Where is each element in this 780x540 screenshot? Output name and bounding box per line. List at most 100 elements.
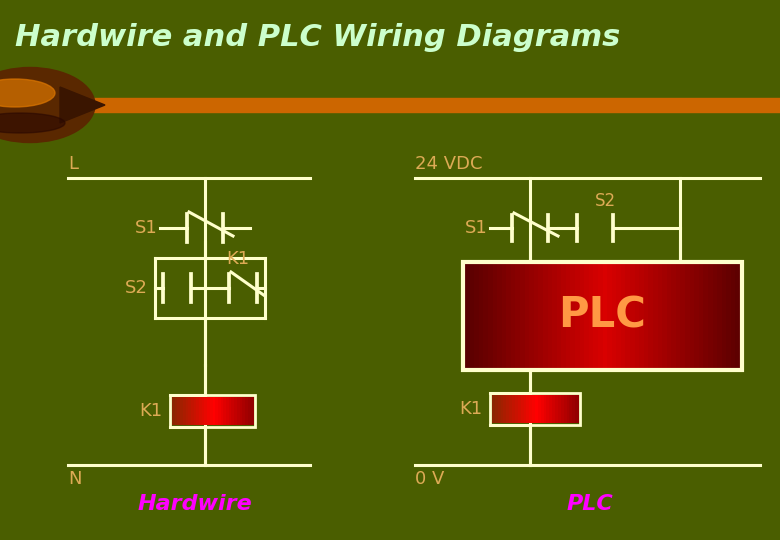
- Bar: [644, 264, 649, 368]
- Bar: [525, 264, 530, 368]
- Bar: [492, 264, 498, 368]
- Bar: [726, 264, 732, 368]
- Bar: [598, 264, 603, 368]
- Bar: [538, 264, 544, 368]
- Bar: [552, 395, 555, 423]
- Bar: [584, 264, 589, 368]
- Bar: [621, 264, 626, 368]
- Bar: [212, 397, 216, 425]
- Bar: [526, 395, 530, 423]
- Bar: [580, 264, 585, 368]
- Bar: [564, 395, 567, 423]
- Text: 0 V: 0 V: [415, 470, 445, 488]
- Bar: [541, 395, 544, 423]
- Text: S1: S1: [465, 219, 488, 237]
- Bar: [218, 397, 221, 425]
- Bar: [188, 397, 191, 425]
- Bar: [245, 397, 248, 425]
- Bar: [229, 397, 232, 425]
- Bar: [589, 264, 594, 368]
- Bar: [503, 395, 507, 423]
- Bar: [672, 264, 676, 368]
- Bar: [232, 397, 235, 425]
- Text: S1: S1: [135, 219, 158, 237]
- Text: PLC: PLC: [566, 494, 613, 514]
- Bar: [616, 264, 622, 368]
- Bar: [529, 264, 534, 368]
- Bar: [667, 264, 672, 368]
- Bar: [479, 264, 484, 368]
- Bar: [626, 264, 630, 368]
- Bar: [226, 397, 229, 425]
- Bar: [555, 395, 558, 423]
- Bar: [197, 397, 200, 425]
- Bar: [558, 395, 562, 423]
- Text: PLC: PLC: [558, 295, 647, 337]
- Bar: [186, 397, 189, 425]
- Bar: [602, 264, 608, 368]
- Bar: [234, 397, 237, 425]
- Bar: [498, 395, 501, 423]
- Bar: [630, 264, 635, 368]
- Text: N: N: [68, 470, 81, 488]
- Bar: [717, 264, 722, 368]
- Bar: [515, 395, 518, 423]
- Bar: [506, 395, 509, 423]
- Bar: [736, 264, 740, 368]
- Bar: [538, 395, 541, 423]
- Bar: [575, 264, 580, 368]
- Bar: [180, 397, 183, 425]
- Bar: [731, 264, 736, 368]
- Bar: [518, 395, 521, 423]
- Bar: [202, 397, 205, 425]
- Bar: [520, 264, 525, 368]
- Bar: [549, 395, 553, 423]
- Bar: [239, 397, 243, 425]
- Bar: [490, 393, 580, 425]
- Bar: [495, 395, 498, 423]
- Bar: [191, 397, 194, 425]
- Text: S2: S2: [595, 192, 616, 210]
- Ellipse shape: [0, 68, 95, 143]
- Bar: [501, 395, 504, 423]
- Bar: [210, 397, 213, 425]
- Bar: [511, 264, 516, 368]
- Bar: [570, 264, 576, 368]
- Bar: [658, 264, 662, 368]
- Bar: [653, 264, 658, 368]
- Bar: [512, 395, 516, 423]
- Bar: [183, 397, 186, 425]
- Text: 24 VDC: 24 VDC: [415, 155, 483, 173]
- Bar: [221, 397, 224, 425]
- Bar: [573, 395, 576, 423]
- Bar: [712, 264, 718, 368]
- Bar: [566, 264, 571, 368]
- Bar: [557, 264, 562, 368]
- Bar: [207, 397, 211, 425]
- Bar: [237, 397, 240, 425]
- Bar: [594, 264, 598, 368]
- Bar: [535, 395, 538, 423]
- Bar: [172, 397, 176, 425]
- Bar: [474, 264, 479, 368]
- Bar: [516, 264, 520, 368]
- Bar: [492, 395, 495, 423]
- Bar: [521, 395, 524, 423]
- Bar: [575, 395, 579, 423]
- Bar: [177, 397, 181, 425]
- Bar: [204, 397, 207, 425]
- Text: K1: K1: [139, 402, 162, 420]
- Bar: [215, 397, 218, 425]
- Bar: [199, 397, 202, 425]
- Bar: [484, 264, 488, 368]
- Bar: [543, 264, 548, 368]
- Bar: [243, 397, 246, 425]
- Ellipse shape: [0, 113, 65, 133]
- Bar: [506, 264, 512, 368]
- Text: Hardwire: Hardwire: [137, 494, 253, 514]
- Text: K1: K1: [226, 250, 250, 268]
- Bar: [680, 264, 686, 368]
- Bar: [250, 397, 254, 425]
- Bar: [530, 395, 533, 423]
- Bar: [544, 395, 547, 423]
